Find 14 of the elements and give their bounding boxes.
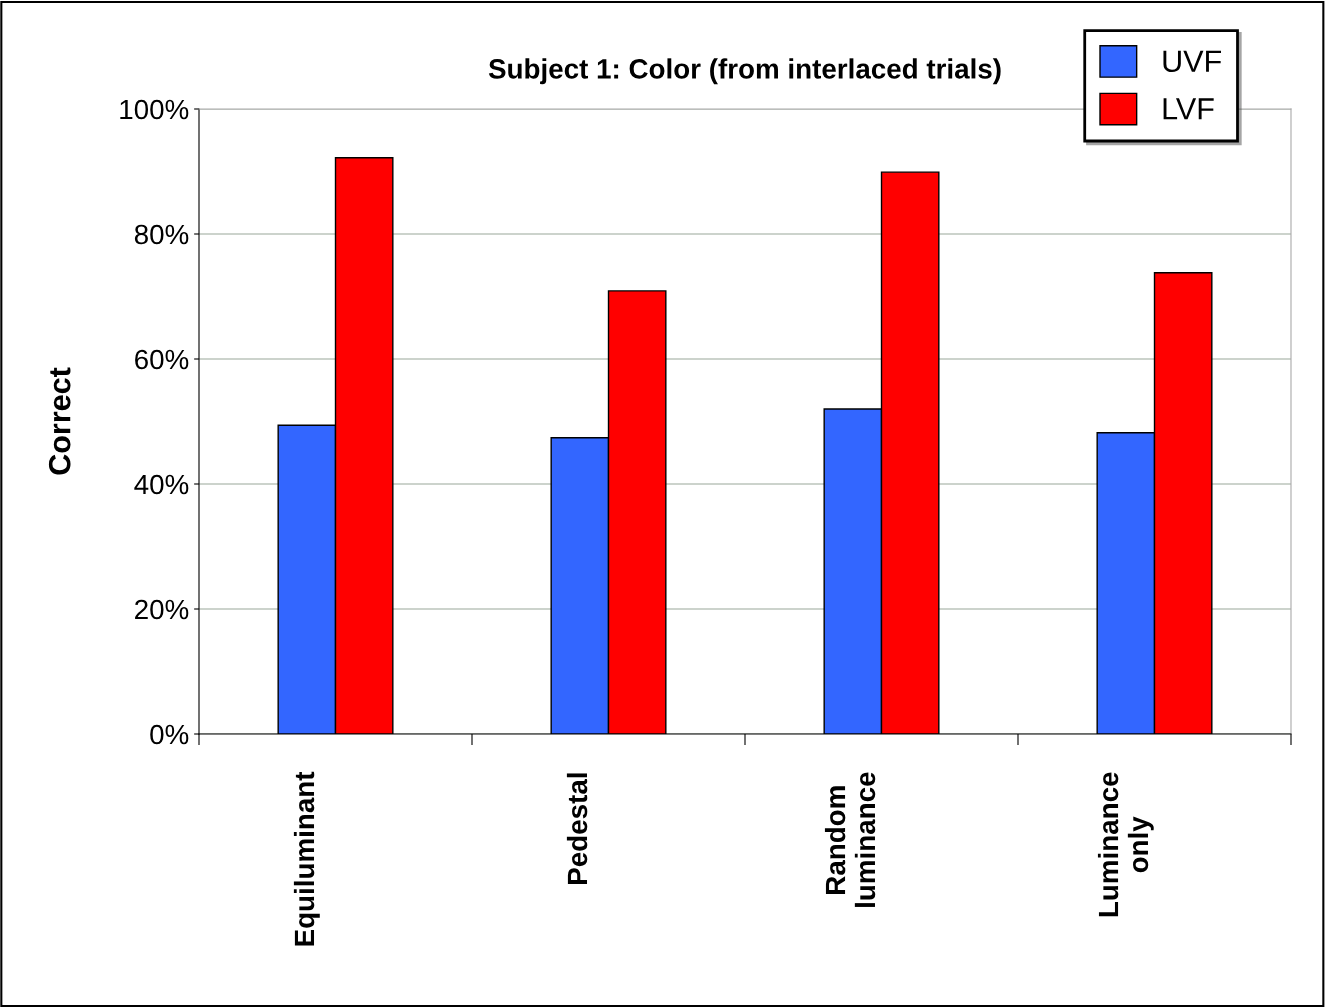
legend-label: UVF bbox=[1163, 50, 1221, 73]
x-tick-label: Equiluminant bbox=[293, 771, 320, 946]
y-tick-label: 60% bbox=[135, 349, 189, 370]
chart-title: Subject 1: Color (from interlaced trials) bbox=[488, 58, 1001, 85]
x-tick-label: Luminance only bbox=[1097, 772, 1154, 917]
y-tick-label: 80% bbox=[134, 224, 189, 245]
legend-label: LVF bbox=[1163, 98, 1214, 120]
x-tick-label: Pedestal bbox=[566, 773, 588, 884]
y-tick-label: 20% bbox=[135, 599, 189, 620]
y-axis-title: Correct bbox=[48, 367, 71, 475]
y-tick-label: 0% bbox=[150, 724, 189, 745]
y-tick-label: 100% bbox=[120, 99, 189, 120]
x-tick-label: Random luminance bbox=[824, 772, 876, 907]
y-tick-label: 40% bbox=[134, 474, 189, 495]
